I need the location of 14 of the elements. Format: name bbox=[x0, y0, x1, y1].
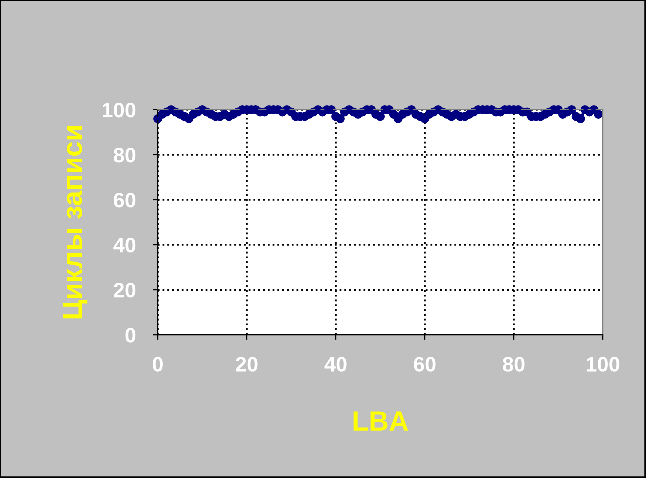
y-tick-label: 100 bbox=[103, 102, 136, 118]
x-tick-label: 0 bbox=[153, 357, 163, 372]
y-tick-label: 80 bbox=[114, 148, 136, 163]
x-tick-label: 80 bbox=[503, 357, 525, 372]
x-tick-label: 20 bbox=[236, 357, 258, 372]
y-axis-title: Циклы записи bbox=[62, 126, 88, 319]
y-tick-label: 20 bbox=[114, 283, 136, 298]
y-tick-label: 40 bbox=[114, 238, 136, 253]
y-tick-label: 0 bbox=[126, 328, 136, 343]
x-tick-label: 60 bbox=[414, 357, 436, 372]
x-tick-label: 40 bbox=[324, 357, 347, 372]
x-tick-label: 100 bbox=[586, 357, 620, 372]
y-tick-label: 60 bbox=[114, 192, 136, 208]
x-axis-title: LBA bbox=[354, 412, 408, 431]
